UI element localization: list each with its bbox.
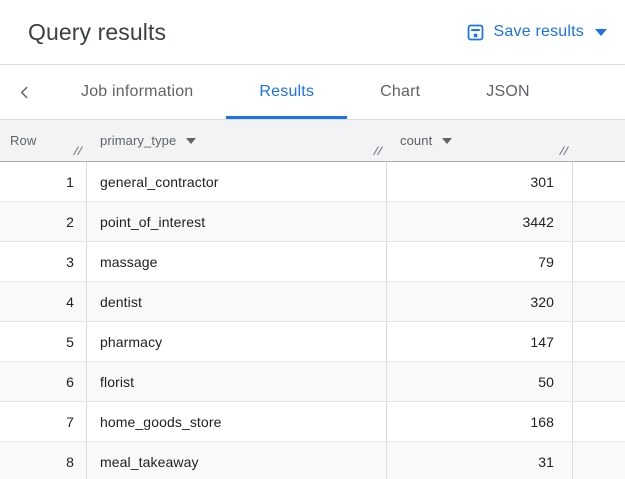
column-dropdown-caret-icon (442, 137, 453, 144)
filler-cell (573, 202, 625, 241)
column-resize-handle[interactable] (558, 145, 570, 156)
column-header-primary-type-label: primary_type (100, 133, 177, 148)
row-number-cell: 1 (0, 162, 87, 201)
filler-cell (573, 282, 625, 321)
primary-type-cell: meal_takeaway (87, 442, 387, 479)
column-header-count-label: count (400, 133, 433, 148)
row-number-cell: 2 (0, 202, 87, 241)
save-results-label: Save results (493, 23, 584, 40)
primary-type-cell: home_goods_store (87, 402, 387, 441)
row-number-cell: 3 (0, 242, 87, 281)
row-number-cell: 8 (0, 442, 87, 479)
filler-cell (573, 322, 625, 361)
save-icon (466, 23, 485, 42)
filler-cell (573, 162, 625, 201)
table-row: 4 dentist 320 (0, 282, 625, 322)
primary-type-cell: general_contractor (87, 162, 387, 201)
table-row: 1 general_contractor 301 (0, 162, 625, 202)
column-resize-handle[interactable] (372, 145, 384, 156)
filler-cell (573, 362, 625, 401)
row-number-cell: 6 (0, 362, 87, 401)
table-row: 3 massage 79 (0, 242, 625, 282)
count-cell: 147 (387, 322, 573, 361)
table-row: 7 home_goods_store 168 (0, 402, 625, 442)
table-row: 8 meal_takeaway 31 (0, 442, 625, 479)
table-body: 1 general_contractor 301 2 point_of_inte… (0, 162, 625, 479)
primary-type-cell: point_of_interest (87, 202, 387, 241)
tab-json[interactable]: JSON (486, 83, 530, 100)
row-number-cell: 7 (0, 402, 87, 441)
count-cell: 301 (387, 162, 573, 201)
scroll-tabs-left-button[interactable] (12, 65, 36, 119)
count-cell: 3442 (387, 202, 573, 241)
count-cell: 50 (387, 362, 573, 401)
tab-bar: Job information Results Chart JSON (0, 65, 625, 120)
filler-cell (573, 242, 625, 281)
row-number-cell: 4 (0, 282, 87, 321)
column-dropdown-caret-icon (186, 137, 197, 144)
table-header-row: Row primary_type count (0, 120, 625, 162)
save-dropdown-caret-icon (595, 28, 607, 36)
count-cell: 168 (387, 402, 573, 441)
primary-type-cell: massage (87, 242, 387, 281)
save-results-button[interactable]: Save results (466, 23, 607, 42)
chevron-left-icon (17, 85, 32, 100)
column-header-count[interactable]: count (387, 120, 573, 161)
column-header-filler (573, 120, 625, 161)
row-number-cell: 5 (0, 322, 87, 361)
table-row: 6 florist 50 (0, 362, 625, 402)
tab-chart[interactable]: Chart (380, 83, 421, 100)
count-cell: 79 (387, 242, 573, 281)
primary-type-cell: dentist (87, 282, 387, 321)
column-header-primary-type[interactable]: primary_type (87, 120, 387, 161)
filler-cell (573, 402, 625, 441)
primary-type-cell: pharmacy (87, 322, 387, 361)
table-row: 5 pharmacy 147 (0, 322, 625, 362)
column-header-row-label: Row (10, 133, 37, 148)
results-table: Row primary_type count (0, 120, 625, 479)
filler-cell (573, 442, 625, 479)
table-row: 2 point_of_interest 3442 (0, 202, 625, 242)
page-title: Query results (28, 18, 167, 45)
tab-job-information[interactable]: Job information (81, 83, 194, 100)
column-header-row: Row (0, 120, 87, 161)
primary-type-cell: florist (87, 362, 387, 401)
tab-results[interactable]: Results (226, 68, 348, 119)
title-bar: Query results Save results (0, 0, 625, 65)
column-resize-handle[interactable] (72, 145, 84, 156)
count-cell: 31 (387, 442, 573, 479)
count-cell: 320 (387, 282, 573, 321)
